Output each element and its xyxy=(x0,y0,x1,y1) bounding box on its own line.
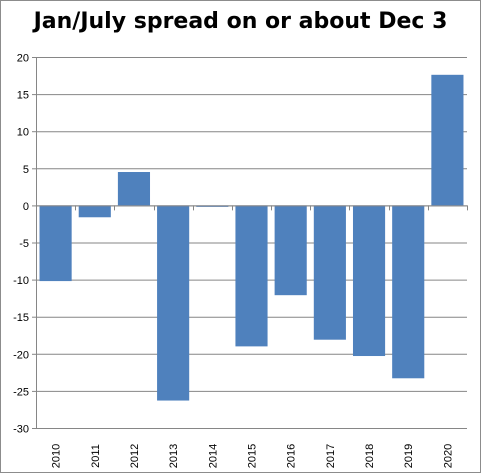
y-tick-label: -30 xyxy=(13,424,29,436)
chart-title: Jan/July spread on or about Dec 3 xyxy=(33,9,448,34)
x-tick-label: 2011 xyxy=(90,444,102,468)
bar-2015 xyxy=(235,205,268,347)
y-tick-label: -15 xyxy=(13,312,29,324)
x-tick-label: 2015 xyxy=(247,444,259,468)
bar-2011 xyxy=(78,205,111,218)
bar-2020 xyxy=(431,74,464,206)
x-tick-label: 2016 xyxy=(286,444,298,468)
y-tick-label: -5 xyxy=(19,238,29,250)
x-tick-label: 2019 xyxy=(403,444,415,468)
x-tick-label: 2012 xyxy=(129,444,141,468)
bar-2012 xyxy=(117,172,151,206)
y-tick-label: -25 xyxy=(13,386,29,398)
bar-2017 xyxy=(313,205,346,340)
bar-2013 xyxy=(157,205,190,401)
y-tick-label: 20 xyxy=(17,53,29,65)
y-tick-label: -20 xyxy=(13,349,29,361)
x-tick-label: 2014 xyxy=(207,444,219,468)
x-tick-label: 2010 xyxy=(51,444,63,468)
bar-2010 xyxy=(39,205,72,282)
x-tick-label: 2020 xyxy=(442,444,454,468)
y-tick-label: 5 xyxy=(23,164,29,176)
x-tick-label: 2013 xyxy=(168,444,180,468)
bar-2016 xyxy=(274,205,307,296)
y-tick-label: 0 xyxy=(23,201,29,213)
y-tick-label: 15 xyxy=(17,90,29,102)
y-tick-label: -10 xyxy=(13,275,29,287)
y-tick-label: 10 xyxy=(17,127,29,139)
x-tick-label: 2018 xyxy=(364,444,376,468)
bar-2018 xyxy=(352,205,386,357)
x-tick-label: 2017 xyxy=(325,444,337,468)
bar-2019 xyxy=(392,205,425,379)
